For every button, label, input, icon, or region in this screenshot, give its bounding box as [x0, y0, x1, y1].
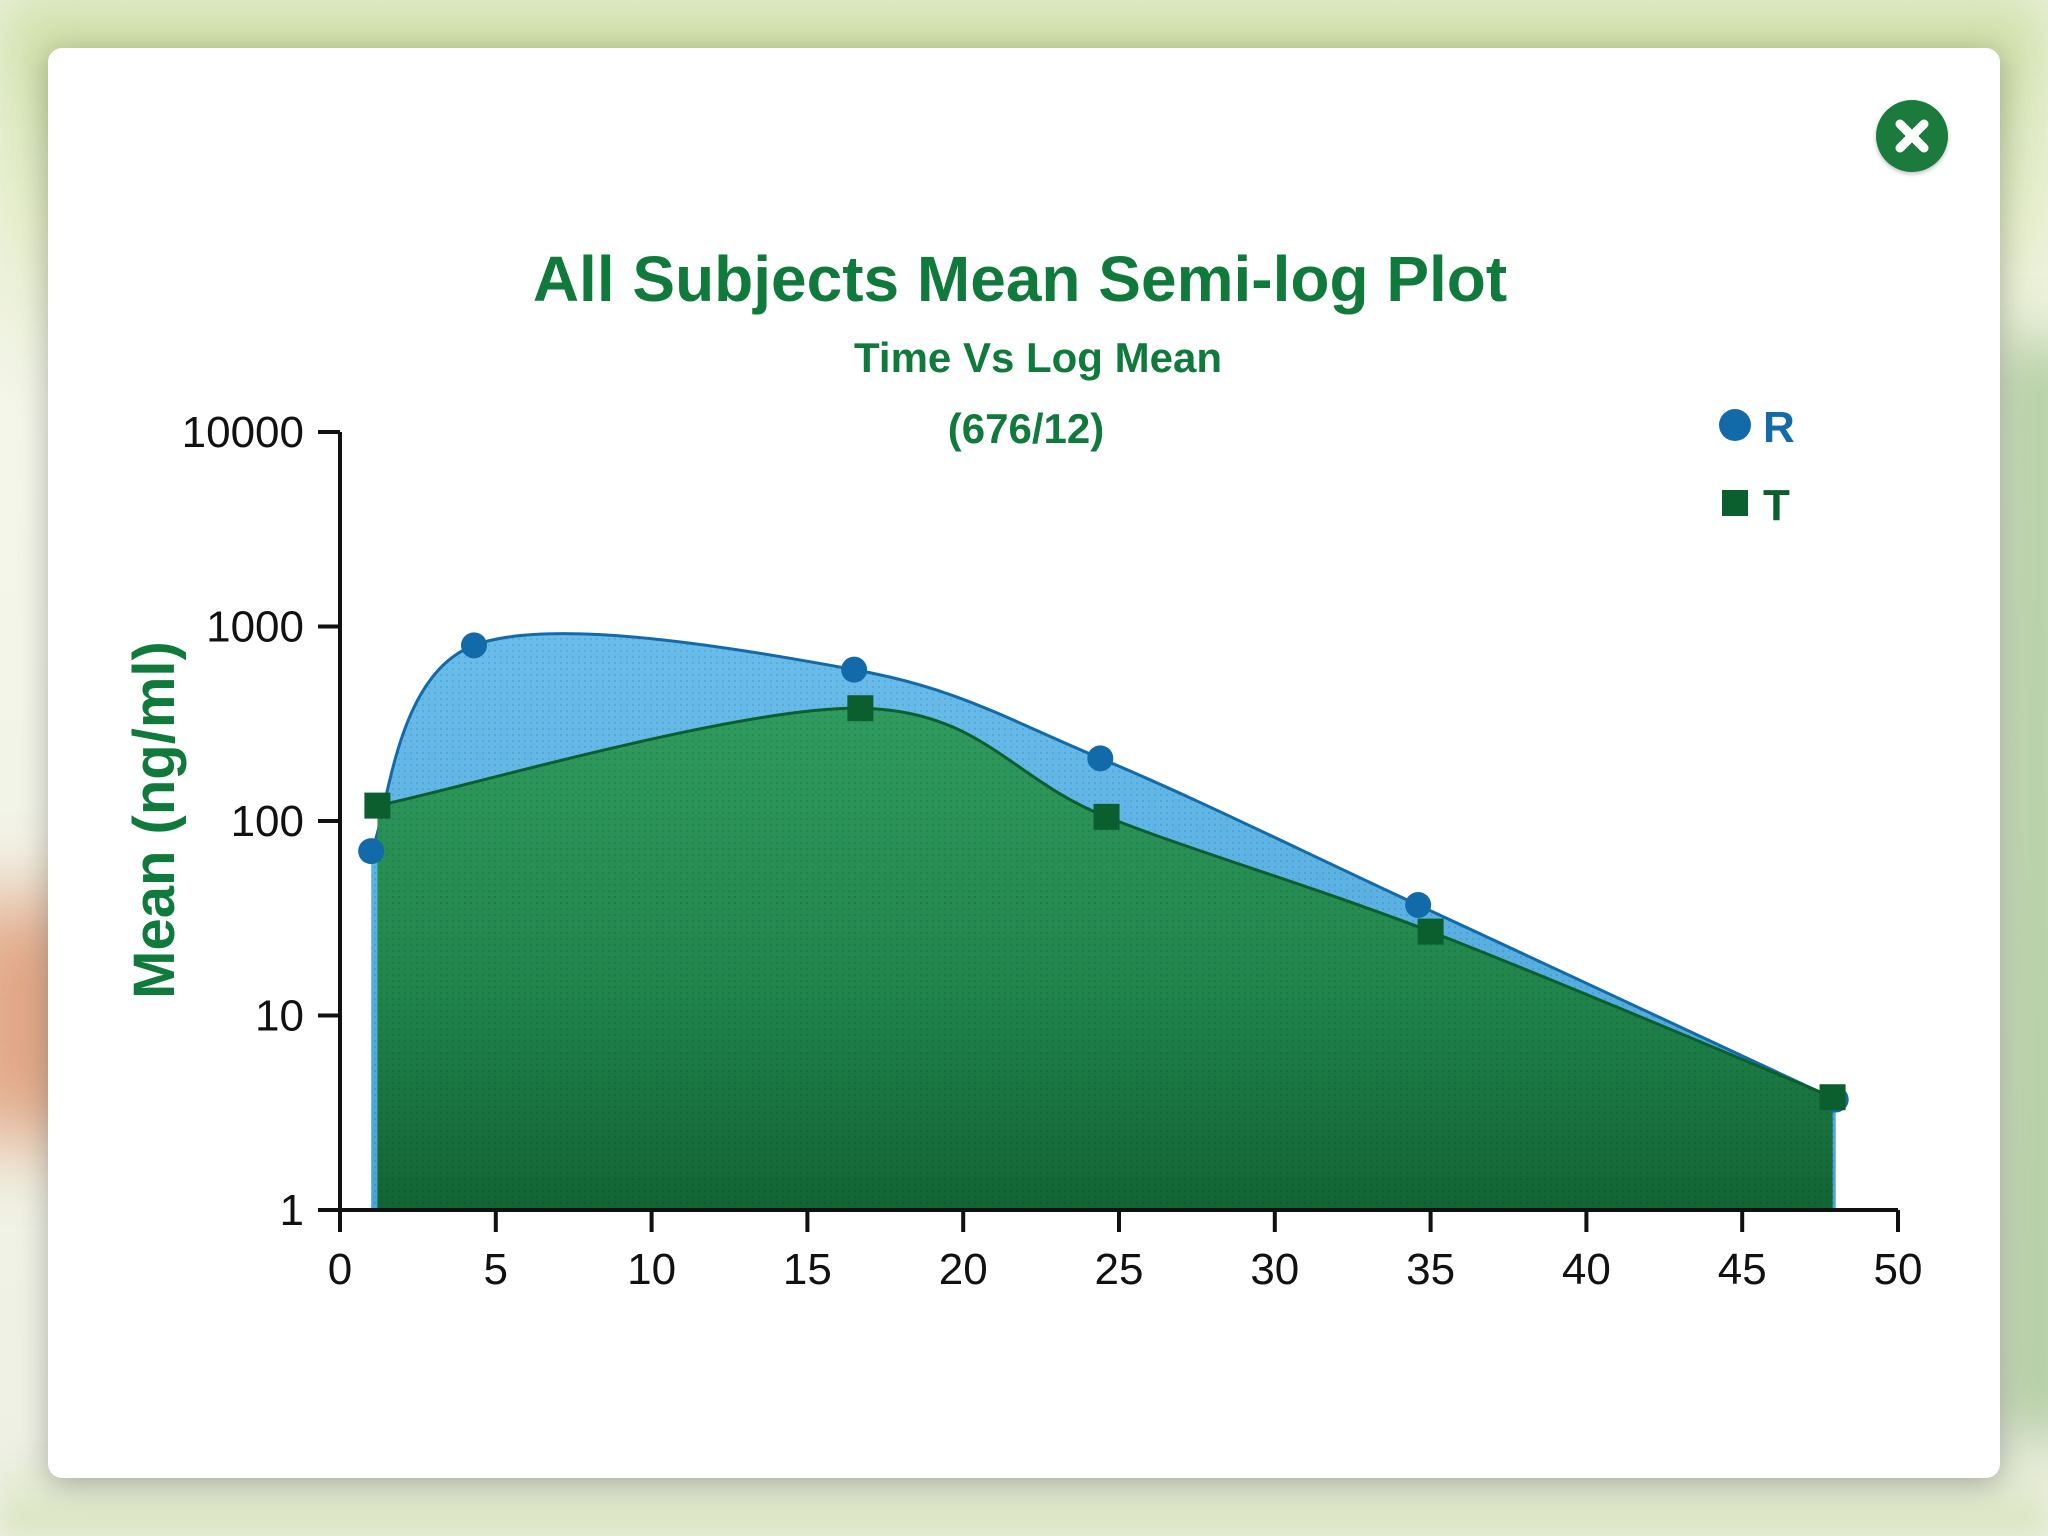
x-tick-label-5: 25 — [1095, 1245, 1144, 1294]
point-r-2 — [841, 656, 868, 683]
y-tick-label-1: 10 — [255, 992, 304, 1041]
x-tick-label-8: 40 — [1562, 1245, 1611, 1294]
x-tick-label-10: 50 — [1874, 1245, 1923, 1294]
y-tick-label-4: 10000 — [182, 408, 304, 457]
area-texture-t — [377, 708, 1833, 1210]
close-button[interactable] — [1876, 100, 1948, 172]
point-t-0 — [364, 792, 391, 819]
background-accent-green — [2008, 340, 2048, 1440]
x-tick-label-2: 10 — [627, 1245, 676, 1294]
point-r-1 — [460, 632, 487, 659]
y-tick-label-0: 1 — [280, 1186, 304, 1235]
y-tick-label-3: 1000 — [206, 603, 304, 652]
chart-subtitle: Time Vs Log Mean — [854, 334, 1222, 381]
close-circle-icon — [1895, 119, 1929, 153]
point-t-2 — [1093, 803, 1120, 830]
chart-subtitle-ratio: (676/12) — [948, 405, 1104, 452]
point-r-0 — [358, 838, 385, 865]
legend-label-t: T — [1763, 481, 1790, 530]
chart-title: All Subjects Mean Semi-log Plot — [533, 243, 1507, 315]
tick-labels: 1 10 100 1000 10000 0 5 10 15 20 25 30 35 40 45 50 — [182, 408, 1923, 1294]
x-tick-label-1: 5 — [484, 1245, 508, 1294]
x-tick-label-3: 15 — [783, 1245, 832, 1294]
point-r-3 — [1087, 745, 1114, 772]
legend-label-r: R — [1763, 403, 1795, 452]
legend-item-t: T — [1722, 481, 1790, 530]
legend-marker-r — [1719, 409, 1751, 441]
x-tick-label-4: 20 — [939, 1245, 988, 1294]
y-axis-label: Mean (ng/ml) — [122, 641, 187, 999]
x-tick-label-0: 0 — [328, 1245, 352, 1294]
series-layer — [358, 632, 1849, 1210]
point-t-1 — [847, 695, 874, 722]
y-tick-label-2: 100 — [231, 797, 304, 846]
legend-marker-t — [1722, 490, 1748, 516]
axes — [318, 430, 1900, 1232]
point-t-4 — [1819, 1084, 1846, 1111]
point-r-4 — [1405, 891, 1432, 918]
x-tick-label-7: 35 — [1406, 1245, 1455, 1294]
x-tick-label-6: 30 — [1250, 1245, 1299, 1294]
legend: R T — [1719, 403, 1795, 530]
x-tick-label-9: 45 — [1718, 1245, 1767, 1294]
legend-item-r: R — [1719, 403, 1795, 452]
point-t-3 — [1417, 918, 1444, 945]
